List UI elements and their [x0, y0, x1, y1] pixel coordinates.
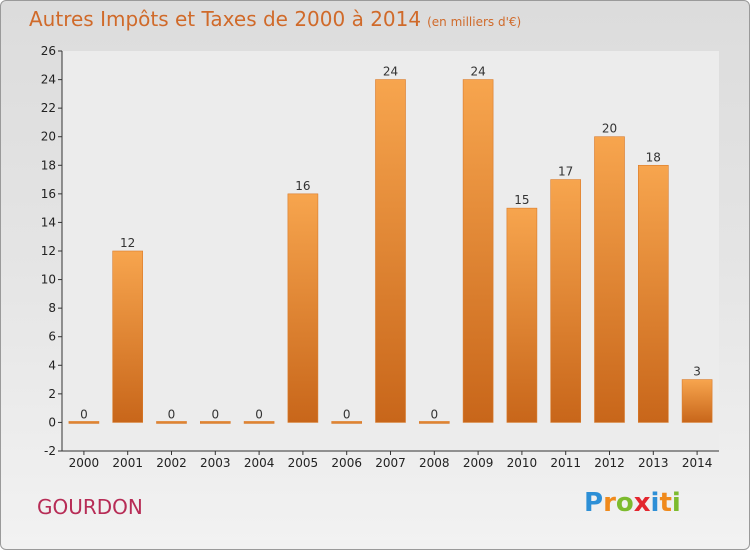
data-label: 15 — [514, 193, 529, 207]
data-label: 0 — [211, 407, 219, 421]
brand-letter: o — [615, 488, 634, 518]
data-label: 24 — [383, 65, 398, 79]
data-label: 0 — [343, 407, 351, 421]
y-tick-label: 14 — [41, 215, 56, 229]
x-tick-label: 2008 — [419, 456, 450, 470]
bar — [594, 136, 625, 423]
x-tick-label: 2002 — [156, 456, 187, 470]
y-tick-label: 26 — [41, 44, 56, 58]
y-tick-label: 16 — [41, 187, 56, 201]
x-tick-label: 2006 — [331, 456, 362, 470]
y-tick-label: 4 — [48, 358, 56, 372]
x-tick-label: 2000 — [69, 456, 100, 470]
data-label: 0 — [168, 407, 176, 421]
brand-letter: r — [603, 488, 616, 518]
data-label: 0 — [255, 407, 263, 421]
bar — [331, 421, 363, 424]
bar — [200, 421, 231, 424]
chart-title: Autres Impôts et Taxes de 2000 à 2014 (en… — [29, 7, 521, 31]
bar — [375, 79, 406, 423]
y-tick-label: 2 — [48, 387, 56, 401]
x-tick-label: 2007 — [375, 456, 406, 470]
data-labels: 0 12 0 0 0 16 0 24 0 24 15 17 20 18 3 — [80, 65, 701, 422]
bar — [156, 421, 187, 424]
brand-letter: x — [633, 488, 651, 518]
data-label: 12 — [120, 236, 135, 250]
y-tick-label: 18 — [41, 158, 56, 172]
x-tick-label: 2013 — [638, 456, 669, 470]
y-tick-label: 22 — [41, 101, 56, 115]
brand-letter: i — [671, 488, 681, 518]
y-tick-label: 8 — [48, 301, 56, 315]
bar — [418, 421, 450, 424]
bar — [462, 79, 494, 423]
y-tick-label: -2 — [44, 444, 56, 458]
proxiti-logo: Proxiti — [584, 488, 681, 518]
x-tick-label: 2004 — [244, 456, 275, 470]
data-label: 0 — [430, 407, 438, 421]
y-tick-label: 24 — [41, 73, 56, 87]
x-tick-label: 2011 — [550, 456, 581, 470]
y-tick-label: 12 — [41, 244, 56, 258]
bar — [506, 207, 538, 423]
data-label: 0 — [80, 407, 88, 421]
x-tick-label: 2001 — [112, 456, 143, 470]
x-axis: 2000 2001 2002 2003 2004 2005 2006 2007 2008 2009… — [62, 450, 719, 470]
brand-letter: t — [659, 488, 672, 518]
bar — [112, 250, 143, 423]
bar — [550, 179, 582, 423]
bar — [637, 164, 669, 423]
y-tick-label: 0 — [48, 415, 56, 429]
brand-letter: P — [584, 488, 604, 518]
x-tick-label: 2012 — [594, 456, 625, 470]
bar — [681, 379, 713, 423]
chart-title-text: Autres Impôts et Taxes de 2000 à 2014 — [29, 7, 422, 31]
bar — [287, 193, 319, 423]
x-tick-label: 2010 — [507, 456, 538, 470]
bar — [243, 421, 275, 424]
x-tick-label: 2009 — [463, 456, 494, 470]
x-tick-label: 2003 — [200, 456, 231, 470]
bars — [68, 79, 713, 424]
data-label: 17 — [558, 165, 573, 179]
brand-letter: i — [650, 488, 660, 518]
y-tick-label: 10 — [41, 273, 56, 287]
data-label: 24 — [470, 65, 485, 79]
x-tick-label: 2014 — [682, 456, 713, 470]
place-name: GOURDON — [37, 495, 143, 519]
y-tick-label: 6 — [48, 330, 56, 344]
bar — [68, 421, 100, 424]
data-label: 20 — [602, 122, 617, 136]
data-label: 3 — [693, 365, 701, 379]
chart-subtitle: (en milliers d'€) — [427, 15, 522, 29]
data-label: 16 — [295, 179, 310, 193]
data-label: 18 — [646, 150, 661, 164]
x-tick-label: 2005 — [288, 456, 319, 470]
y-tick-label: 20 — [41, 130, 56, 144]
